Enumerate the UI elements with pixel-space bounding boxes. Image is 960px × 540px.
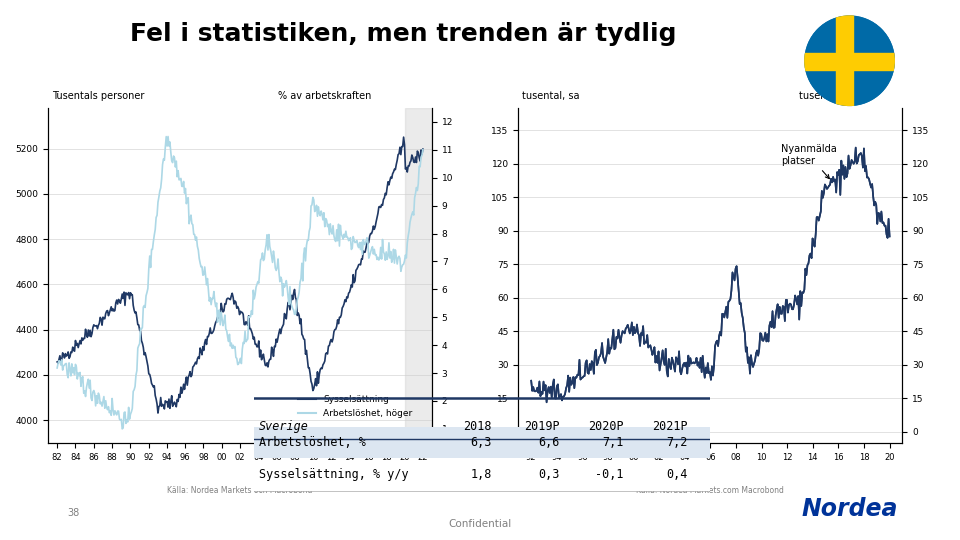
Bar bbox=[804, 53, 895, 70]
Text: Confidential: Confidential bbox=[448, 519, 512, 529]
Bar bbox=[404, 108, 432, 443]
Text: Sysselsättning, % y/y: Sysselsättning, % y/y bbox=[259, 468, 409, 481]
Text: 38: 38 bbox=[67, 508, 80, 518]
Bar bbox=[836, 15, 853, 106]
Text: -0,1: -0,1 bbox=[595, 468, 624, 481]
Text: tusental, sa: tusental, sa bbox=[522, 91, 580, 102]
Text: 2019P: 2019P bbox=[524, 420, 560, 433]
Text: Källa: Nordea Markets.com Macrobond: Källa: Nordea Markets.com Macrobond bbox=[636, 487, 784, 495]
Text: Sverige: Sverige bbox=[259, 420, 309, 433]
Text: 2020P: 2020P bbox=[588, 420, 624, 433]
Text: 7,1: 7,1 bbox=[602, 436, 624, 449]
Text: 1,8: 1,8 bbox=[470, 468, 492, 481]
FancyBboxPatch shape bbox=[254, 460, 710, 491]
Text: 2018: 2018 bbox=[463, 420, 492, 433]
Text: Nordea: Nordea bbox=[802, 497, 898, 521]
Text: 6,3: 6,3 bbox=[470, 436, 492, 449]
Text: Tusentals personer: Tusentals personer bbox=[52, 91, 144, 102]
Text: % av arbetskraften: % av arbetskraften bbox=[278, 91, 372, 102]
Text: 0,4: 0,4 bbox=[666, 468, 687, 481]
Legend: Sysselsättning, Arbetslöshet, höger: Sysselsättning, Arbetslöshet, höger bbox=[294, 392, 416, 422]
Text: Fel i statistiken, men trenden är tydlig: Fel i statistiken, men trenden är tydlig bbox=[130, 22, 677, 45]
FancyBboxPatch shape bbox=[254, 428, 710, 458]
Text: 0,3: 0,3 bbox=[539, 468, 560, 481]
Text: 6,6: 6,6 bbox=[539, 436, 560, 449]
Text: 7,2: 7,2 bbox=[666, 436, 687, 449]
Text: Källa: Nordea Markets och Macrobond: Källa: Nordea Markets och Macrobond bbox=[167, 487, 313, 495]
Text: tusental, sa: tusental, sa bbox=[799, 91, 856, 102]
Circle shape bbox=[804, 15, 895, 106]
Text: Arbetslöshet, %: Arbetslöshet, % bbox=[259, 436, 366, 449]
Text: Nyanmälda
platser: Nyanmälda platser bbox=[780, 144, 836, 179]
Text: 2021P: 2021P bbox=[652, 420, 687, 433]
